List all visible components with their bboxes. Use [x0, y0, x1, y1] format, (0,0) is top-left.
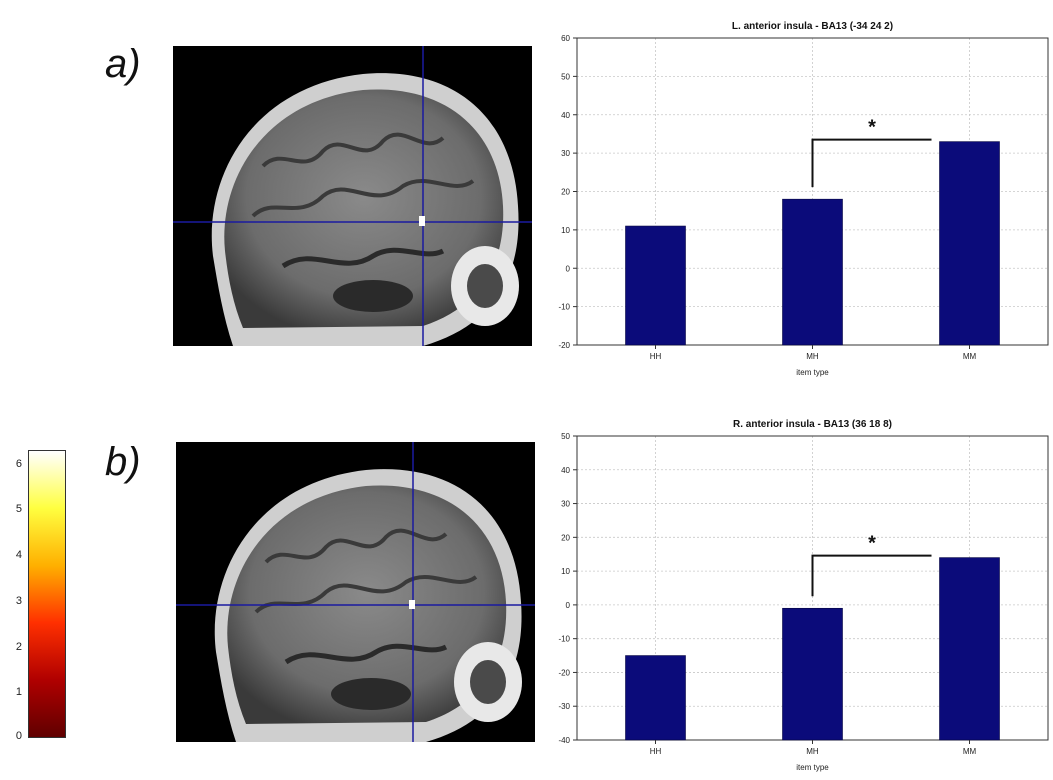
bar-hh — [625, 225, 686, 346]
x-tick-label: HH — [650, 747, 662, 756]
y-tick-label: -10 — [558, 635, 570, 644]
y-tick-label: -10 — [558, 303, 570, 312]
panel-label-b: b) — [105, 440, 141, 484]
activation-blob-a — [419, 216, 425, 226]
colorbar-tick: 3 — [15, 595, 22, 607]
colorbar-tick: 1 — [15, 686, 22, 698]
x-axis-label: item type — [796, 763, 829, 772]
colorbar-tick: 6 — [15, 458, 22, 470]
brain-sagittal-image-a — [173, 46, 532, 346]
bar-mh — [782, 607, 843, 741]
y-tick-label: 30 — [561, 149, 570, 158]
y-tick-label: 10 — [561, 226, 570, 235]
activation-blob-b — [409, 600, 415, 609]
bar-chart-right-insula: R. anterior insula - BA13 (36 18 8) -40 -3… — [558, 419, 1049, 772]
x-tick-label: HH — [650, 352, 662, 361]
x-tick-label: MM — [963, 747, 977, 756]
y-tick-label: 50 — [561, 432, 570, 441]
brain-sagittal-image-b — [176, 442, 535, 742]
y-tick-label: -30 — [558, 702, 570, 711]
y-tick-label: 40 — [561, 466, 570, 475]
chart-title: R. anterior insula - BA13 (36 18 8) — [733, 419, 892, 430]
y-tick-label: 40 — [561, 111, 570, 120]
x-tick-label: MH — [806, 352, 819, 361]
significance-bracket — [811, 138, 932, 188]
bar-chart-left-insula: L. anterior insula - BA13 (-34 24 2) -20 -… — [558, 21, 1049, 377]
y-tick-label: 0 — [566, 264, 571, 273]
y-tick-label: 20 — [561, 188, 570, 197]
bar-hh — [625, 655, 686, 741]
x-tick-label: MH — [806, 747, 819, 756]
significance-marker: * — [868, 533, 876, 555]
panel-label-a: a) — [105, 42, 141, 86]
significance-bracket — [811, 554, 932, 597]
x-tick-label: MM — [963, 352, 977, 361]
y-tick-label: 20 — [561, 533, 570, 542]
colorbar — [28, 450, 66, 738]
y-tick-label: 30 — [561, 500, 570, 509]
y-tick-label: -20 — [558, 341, 570, 350]
y-tick-label: -40 — [558, 736, 570, 745]
y-tick-label: 10 — [561, 567, 570, 576]
y-tick-label: 60 — [561, 34, 570, 43]
colorbar-tick: 5 — [15, 503, 22, 515]
y-tick-label: 0 — [566, 601, 571, 610]
bar-mh — [782, 198, 843, 346]
y-tick-label: 50 — [561, 72, 570, 81]
significance-marker: * — [868, 117, 876, 139]
y-tick-label: -20 — [558, 668, 570, 677]
colorbar-tick: 0 — [15, 730, 22, 742]
chart-title: L. anterior insula - BA13 (-34 24 2) — [732, 21, 893, 32]
colorbar-tick: 4 — [15, 549, 22, 561]
bar-mm — [939, 141, 1000, 346]
x-axis-label: item type — [796, 368, 829, 377]
bar-mm — [939, 557, 1000, 741]
colorbar-tick: 2 — [15, 641, 22, 653]
